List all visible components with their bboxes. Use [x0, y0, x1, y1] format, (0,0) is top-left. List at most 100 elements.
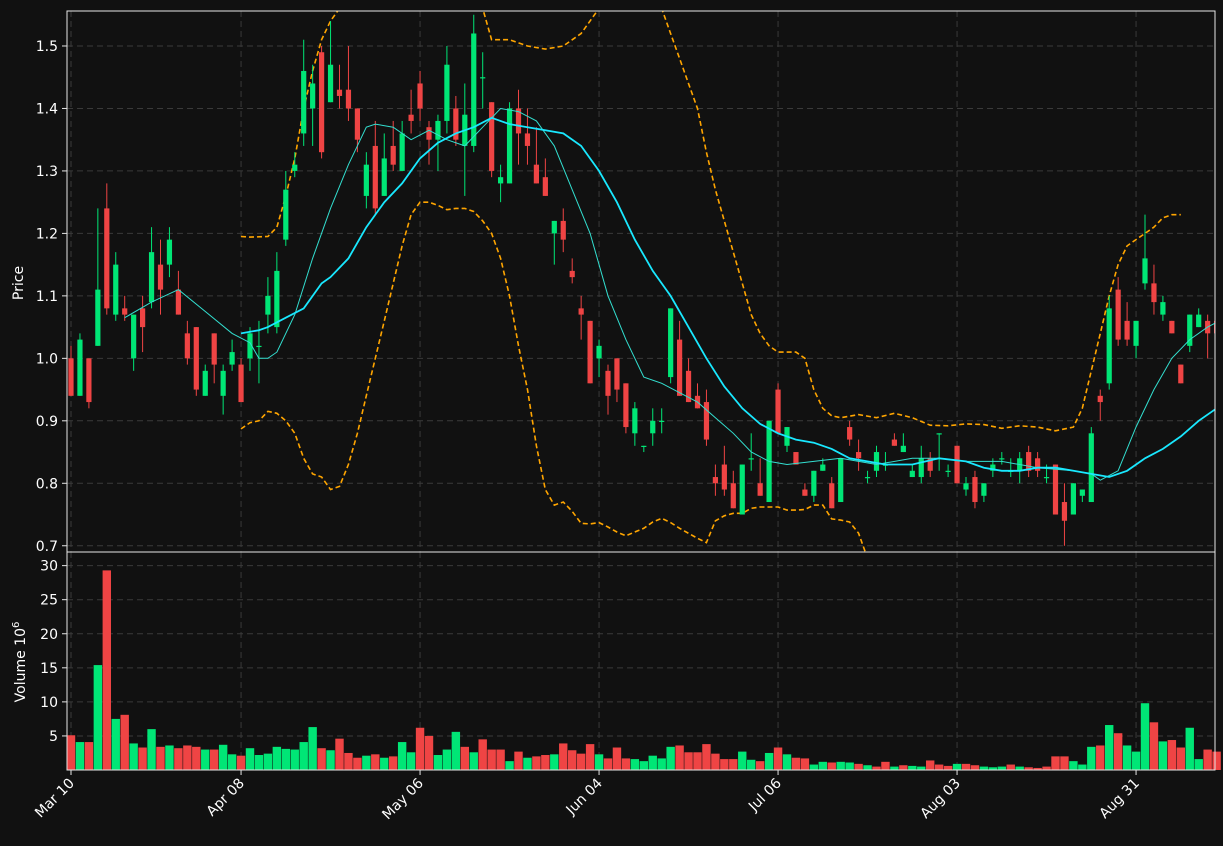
candle-body [739, 464, 745, 515]
candle-body [345, 89, 352, 109]
candle-body [685, 370, 692, 403]
volume-bar [478, 739, 487, 770]
volume-bar [514, 751, 523, 770]
candle-body [354, 108, 360, 140]
candle-body [336, 89, 343, 96]
candle-body [757, 483, 763, 496]
candle-body [184, 333, 190, 359]
moving-average-fast-line [124, 107, 1215, 481]
price-tick-label: 1.4 [36, 101, 58, 117]
candle-body [238, 364, 244, 403]
candle-body [829, 483, 835, 509]
candle-body [453, 108, 459, 140]
candle-body [1169, 320, 1175, 334]
candle-body [283, 189, 289, 240]
candle-body [775, 389, 781, 434]
candle-body [148, 252, 155, 303]
volume-bar [1096, 745, 1105, 770]
volume-bar [1113, 733, 1123, 770]
volume-bar [1087, 746, 1096, 770]
candle-body [202, 370, 208, 396]
volume-bar [675, 745, 684, 770]
volume-y-axis-label: Volume 106 [11, 622, 29, 703]
candle-body [1124, 320, 1130, 340]
candle-body [408, 114, 414, 121]
candle-body [838, 458, 844, 503]
volume-bar [576, 753, 586, 770]
volume-bar [872, 766, 881, 770]
candle-body [1160, 302, 1166, 315]
volume-bar [389, 756, 398, 770]
candle-body [471, 33, 477, 146]
volume-bar [729, 759, 738, 770]
volume-bar [979, 766, 989, 770]
volume-bar [1140, 703, 1150, 770]
volume-bar [326, 750, 335, 770]
candle-body [399, 133, 405, 171]
candle-body [730, 483, 736, 509]
volume-bar [308, 727, 317, 770]
volume-bar [854, 763, 863, 770]
candle-body [319, 52, 325, 153]
volume-bar [702, 744, 711, 770]
candle-body [247, 333, 253, 359]
candle-body [363, 164, 369, 196]
candle-body [864, 477, 871, 479]
candle-body [480, 77, 486, 79]
moving-average-slow-line [240, 116, 1215, 478]
volume-bar [961, 763, 971, 770]
volume-bar [550, 754, 559, 770]
volume-bar [227, 754, 237, 770]
volume-bar [639, 761, 648, 770]
candle-body [972, 477, 978, 503]
volume-bar [1212, 751, 1221, 770]
volume-bar [1203, 749, 1212, 770]
volume-bar [568, 750, 577, 770]
volume-bar [469, 752, 478, 770]
bollinger-bands [240, 11, 1181, 552]
candle-body [650, 420, 656, 434]
candle-body [498, 177, 504, 184]
volume-bar [693, 752, 702, 770]
volume-bar [603, 758, 613, 770]
volume-y-axis-exponent: 6 [11, 622, 22, 628]
volume-bar [1105, 725, 1114, 770]
volume-bar [541, 755, 550, 770]
price-tick-label: 0.7 [36, 539, 58, 555]
candle-body [909, 470, 915, 478]
candle-body [256, 345, 262, 348]
candle-body [390, 145, 396, 165]
candle-body [596, 345, 602, 359]
candle-body [587, 320, 593, 384]
candle-body [748, 458, 754, 460]
volume-bar [433, 755, 443, 770]
candle-body [515, 108, 522, 134]
volume-bar [192, 746, 201, 770]
price-tick-label: 1.0 [36, 351, 58, 367]
volume-bar [791, 757, 801, 770]
candle-body [1061, 502, 1068, 521]
volume-bar [317, 748, 326, 770]
candle-body [435, 120, 441, 140]
candle-body [605, 370, 611, 396]
volume-bar [424, 735, 434, 770]
price-tick-label: 1.5 [36, 39, 58, 55]
volume-bar [397, 742, 407, 770]
volume-bar [917, 766, 926, 770]
volume-bar [1131, 751, 1141, 770]
candle-body [489, 102, 495, 171]
candle-body [820, 464, 826, 471]
candle-body [1026, 452, 1032, 471]
candle-body [703, 402, 710, 440]
volume-bar [684, 752, 693, 770]
volume-bars [66, 570, 1221, 770]
volume-bar [1024, 767, 1033, 770]
volume-bar [120, 714, 129, 770]
volume-bar [926, 760, 935, 770]
volume-bar [245, 748, 255, 770]
volume-bar [353, 757, 362, 770]
candle-body [381, 158, 387, 196]
candle-body [211, 333, 217, 365]
volume-bar [371, 754, 380, 770]
